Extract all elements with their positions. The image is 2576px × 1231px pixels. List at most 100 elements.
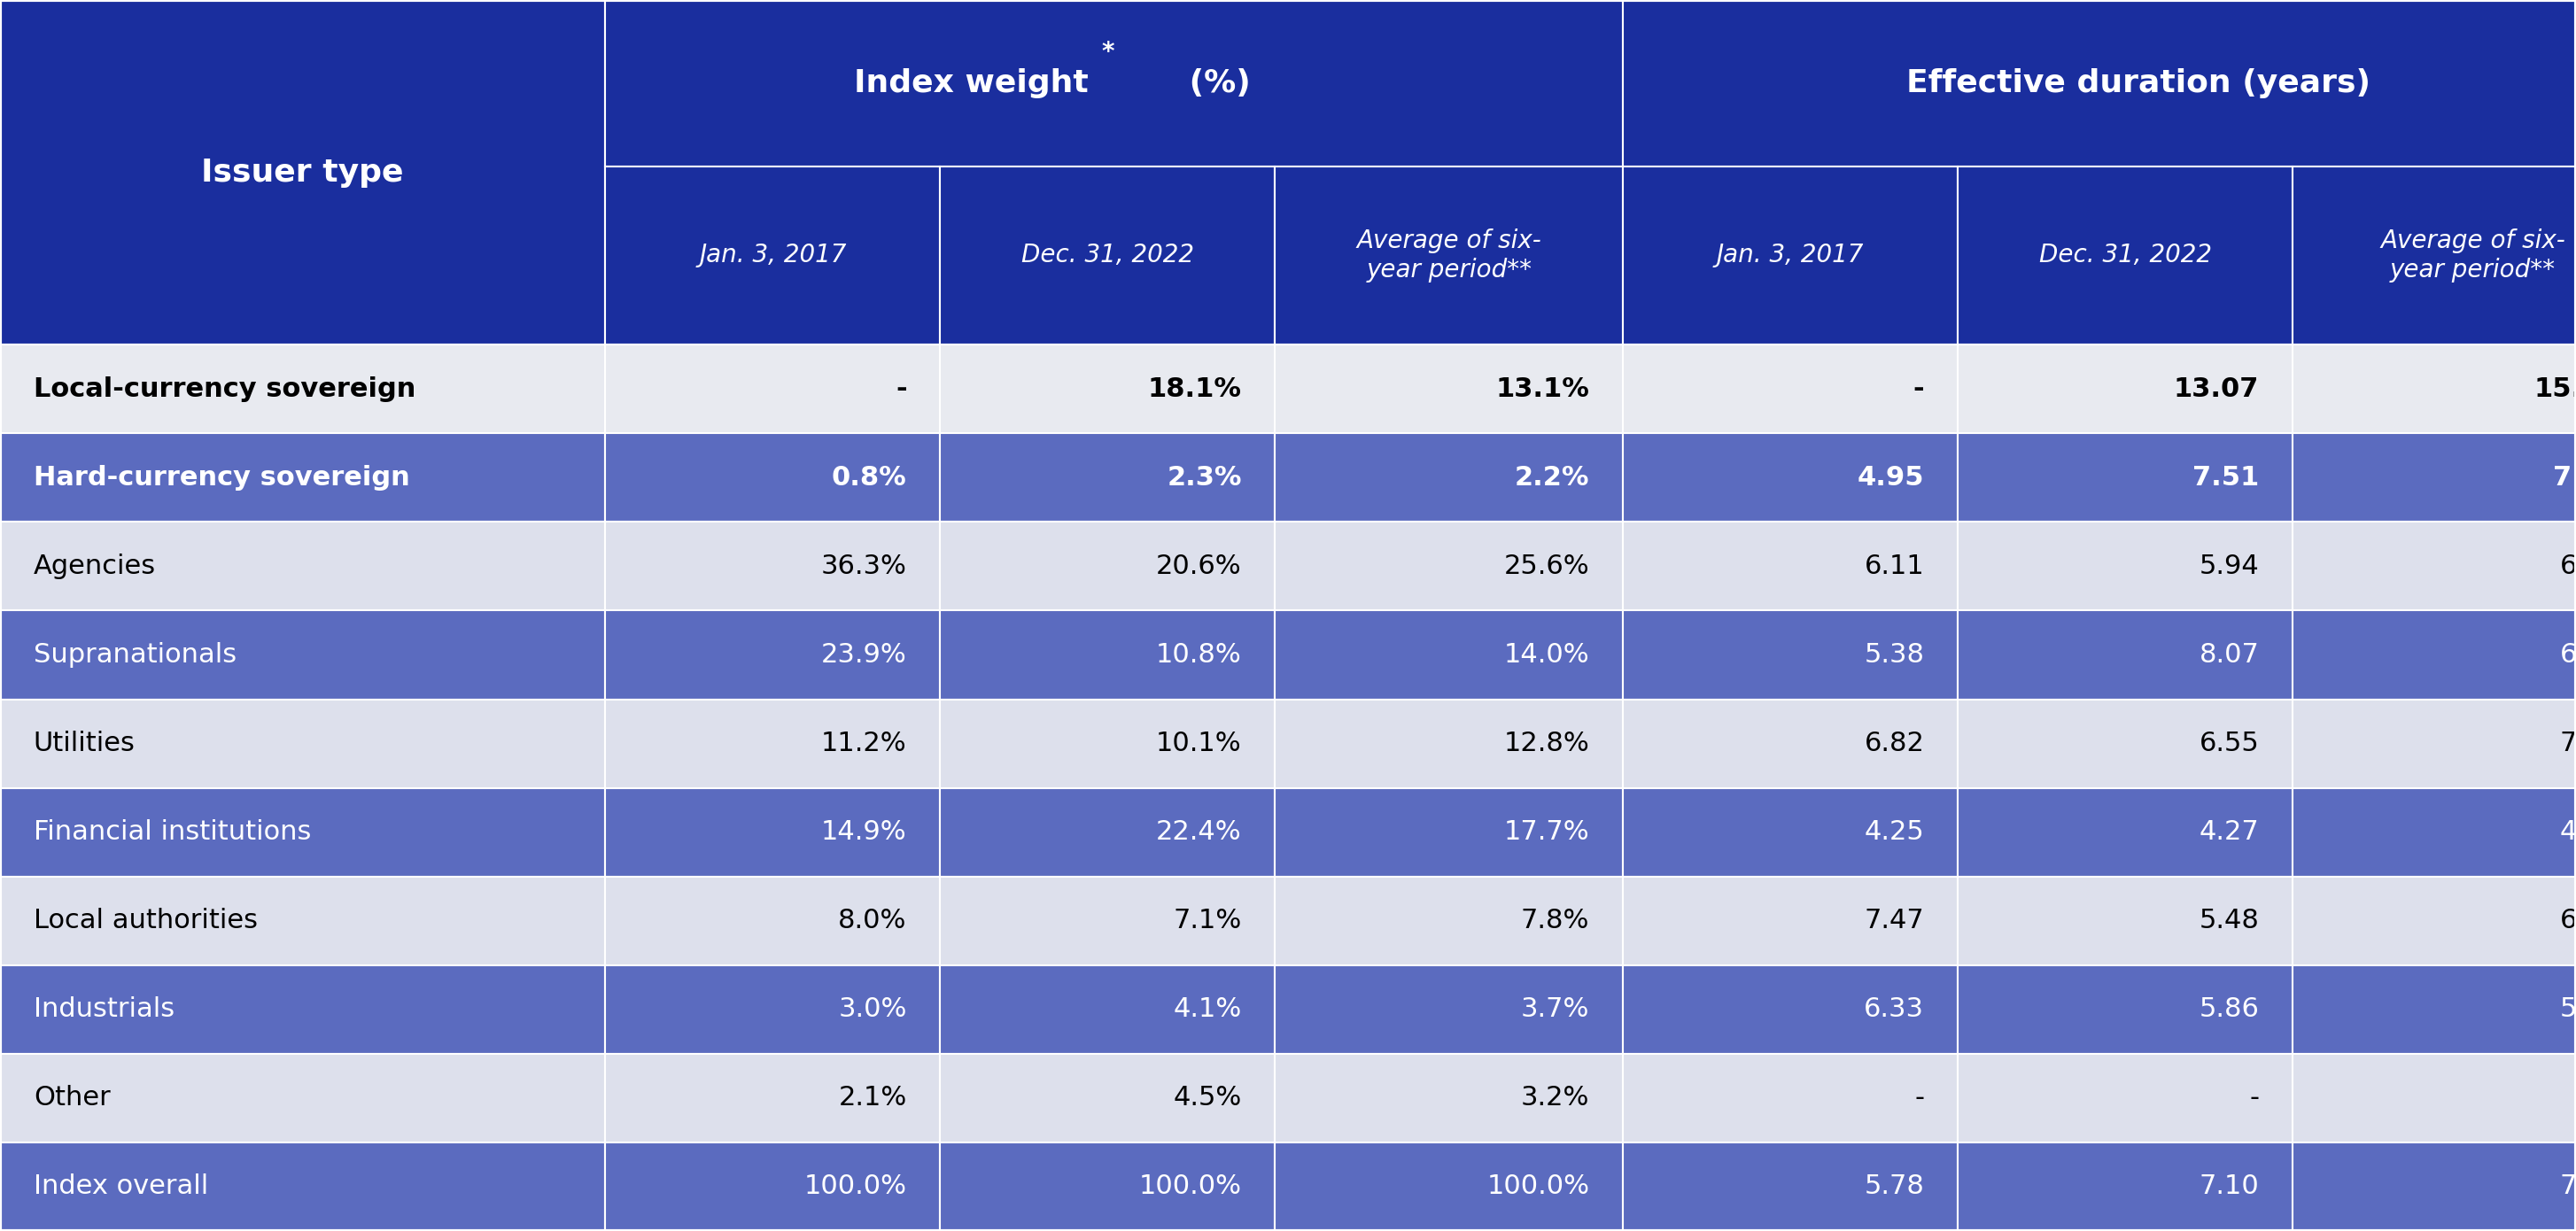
Text: 8.07: 8.07 <box>2200 643 2259 667</box>
Bar <box>1623 1142 1958 1231</box>
Bar <box>1958 788 2293 876</box>
Bar <box>605 965 940 1054</box>
Bar <box>0 788 605 876</box>
Text: Industrials: Industrials <box>33 997 175 1022</box>
Bar <box>940 1142 1275 1231</box>
Text: -: - <box>896 377 907 401</box>
Text: 20.6%: 20.6% <box>1157 554 1242 579</box>
Text: 2.2%: 2.2% <box>1515 465 1589 490</box>
Text: 12.8%: 12.8% <box>1504 731 1589 756</box>
Text: Average of six-
year period**: Average of six- year period** <box>2380 229 2566 282</box>
Text: 13.07: 13.07 <box>2174 377 2259 401</box>
Text: 100.0%: 100.0% <box>1486 1174 1589 1199</box>
Text: Effective duration (years): Effective duration (years) <box>1906 68 2370 98</box>
Text: 11.2%: 11.2% <box>822 731 907 756</box>
Bar <box>940 166 1275 345</box>
Text: 5.48: 5.48 <box>2200 908 2259 933</box>
Bar <box>605 1142 940 1231</box>
Bar <box>1623 522 1958 611</box>
Bar <box>2293 433 2576 522</box>
Text: Agencies: Agencies <box>33 554 155 579</box>
Text: 36.3%: 36.3% <box>822 554 907 579</box>
Bar <box>605 433 940 522</box>
Text: 6.95: 6.95 <box>2561 554 2576 579</box>
Bar <box>1623 345 1958 433</box>
Bar <box>2293 788 2576 876</box>
Text: 5.94: 5.94 <box>2200 554 2259 579</box>
Bar <box>1275 611 1623 699</box>
Text: 7.49: 7.49 <box>2561 731 2576 756</box>
Text: 6.55: 6.55 <box>2561 908 2576 933</box>
Bar <box>0 345 605 433</box>
Text: Jan. 3, 2017: Jan. 3, 2017 <box>698 243 848 268</box>
Text: 5.38: 5.38 <box>1865 643 1924 667</box>
Text: 6.33: 6.33 <box>1865 997 1924 1022</box>
Text: 5.90: 5.90 <box>2561 997 2576 1022</box>
Bar <box>1958 965 2293 1054</box>
Text: 10.1%: 10.1% <box>1157 731 1242 756</box>
Bar <box>1275 345 1623 433</box>
Bar <box>940 611 1275 699</box>
Text: Dec. 31, 2022: Dec. 31, 2022 <box>1020 243 1195 268</box>
Bar <box>1958 522 2293 611</box>
Text: 5.86: 5.86 <box>2200 997 2259 1022</box>
Bar <box>605 522 940 611</box>
Text: 10.8%: 10.8% <box>1157 643 1242 667</box>
Bar <box>1958 345 2293 433</box>
Text: 100.0%: 100.0% <box>804 1174 907 1199</box>
Bar <box>940 876 1275 965</box>
Text: *: * <box>1103 39 1113 65</box>
Bar <box>1623 876 1958 965</box>
Text: Local authorities: Local authorities <box>33 908 258 933</box>
Text: Dec. 31, 2022: Dec. 31, 2022 <box>2038 243 2213 268</box>
Text: 6.60: 6.60 <box>2561 643 2576 667</box>
Text: 6.82: 6.82 <box>1865 731 1924 756</box>
Bar <box>1623 0 2576 166</box>
Bar <box>1958 1142 2293 1231</box>
Text: 0.8%: 0.8% <box>832 465 907 490</box>
Bar <box>1275 1142 1623 1231</box>
Bar <box>2293 611 2576 699</box>
Bar <box>605 611 940 699</box>
Bar <box>1623 611 1958 699</box>
Bar <box>0 1142 605 1231</box>
Bar <box>0 0 605 345</box>
Text: 3.0%: 3.0% <box>837 997 907 1022</box>
Bar <box>2293 1142 2576 1231</box>
Text: 23.9%: 23.9% <box>822 643 907 667</box>
Text: Financial institutions: Financial institutions <box>33 820 312 844</box>
Text: 6.11: 6.11 <box>1865 554 1924 579</box>
Bar <box>1275 1054 1623 1142</box>
Bar <box>2293 699 2576 788</box>
Bar <box>940 345 1275 433</box>
Bar <box>0 876 605 965</box>
Bar <box>1275 699 1623 788</box>
Text: 4.5%: 4.5% <box>1172 1086 1242 1110</box>
Text: Index weight: Index weight <box>853 68 1087 98</box>
Bar <box>605 1054 940 1142</box>
Text: 6.55: 6.55 <box>2200 731 2259 756</box>
Bar <box>940 433 1275 522</box>
Bar <box>1623 433 1958 522</box>
Bar <box>605 345 940 433</box>
Text: 4.54: 4.54 <box>2561 820 2576 844</box>
Text: 3.2%: 3.2% <box>1520 1086 1589 1110</box>
Text: Index overall: Index overall <box>33 1174 209 1199</box>
Text: 25.6%: 25.6% <box>1504 554 1589 579</box>
Bar <box>1958 1054 2293 1142</box>
Text: 14.9%: 14.9% <box>822 820 907 844</box>
Bar <box>1275 788 1623 876</box>
Bar <box>1275 166 1623 345</box>
Text: Local-currency sovereign: Local-currency sovereign <box>33 377 415 401</box>
Text: 7.8%: 7.8% <box>1520 908 1589 933</box>
Bar <box>0 611 605 699</box>
Bar <box>2293 1054 2576 1142</box>
Bar <box>1958 699 2293 788</box>
Bar <box>605 788 940 876</box>
Text: 7.1%: 7.1% <box>1172 908 1242 933</box>
Text: 17.7%: 17.7% <box>1504 820 1589 844</box>
Text: (%): (%) <box>1180 68 1252 98</box>
Bar <box>605 699 940 788</box>
Bar <box>1623 965 1958 1054</box>
Bar <box>940 522 1275 611</box>
